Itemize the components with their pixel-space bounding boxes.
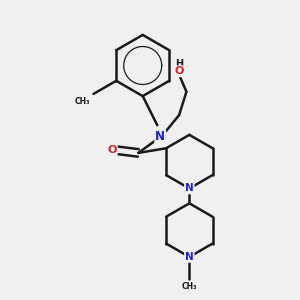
Text: CH₃: CH₃	[75, 97, 91, 106]
Text: O: O	[175, 66, 184, 76]
Text: N: N	[155, 130, 165, 143]
Text: O: O	[107, 145, 117, 155]
Text: H: H	[175, 59, 183, 69]
Text: N: N	[185, 252, 194, 262]
Text: N: N	[185, 184, 194, 194]
Text: CH₃: CH₃	[182, 282, 197, 291]
